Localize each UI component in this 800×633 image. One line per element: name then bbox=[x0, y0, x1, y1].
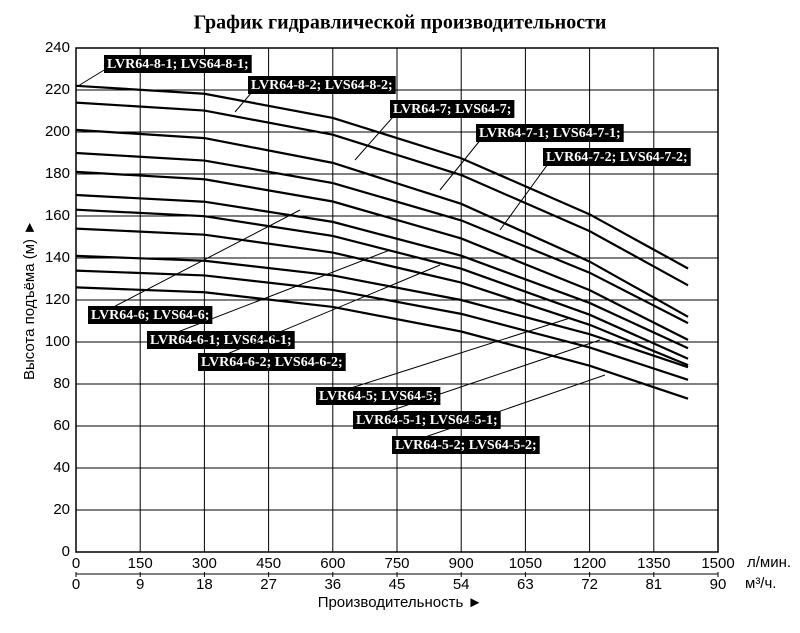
leader-line bbox=[156, 249, 391, 341]
x-unit: л/мин. bbox=[747, 554, 791, 571]
x-tick-label: 1500 bbox=[701, 555, 734, 572]
leader-line bbox=[439, 132, 487, 191]
label-box bbox=[198, 353, 346, 371]
leader-line bbox=[401, 374, 606, 446]
x2-tick-label: 54 bbox=[453, 576, 470, 593]
series-label: LVR64-7; LVS64-7; bbox=[393, 102, 511, 117]
curve bbox=[75, 193, 689, 350]
leader-line bbox=[97, 209, 301, 316]
y-tick-label: 120 bbox=[45, 291, 70, 308]
x2-tick-label: 27 bbox=[260, 576, 277, 593]
y-tick-label: 0 bbox=[62, 543, 70, 560]
x-tick-label: 900 bbox=[449, 555, 474, 572]
label-box bbox=[316, 387, 441, 405]
series-label: LVR64-8-1; LVS64-8-1; bbox=[107, 57, 249, 72]
x-tick-label: 1050 bbox=[509, 555, 542, 572]
x2-tick-label: 9 bbox=[136, 576, 144, 593]
y-tick-label: 60 bbox=[53, 417, 70, 434]
y-tick-label: 180 bbox=[45, 165, 70, 182]
y-tick-label: 80 bbox=[53, 375, 70, 392]
curve bbox=[75, 101, 689, 287]
series-label: LVR64-7-1; LVS64-7-1; bbox=[479, 126, 621, 141]
x2-tick-label: 18 bbox=[196, 576, 213, 593]
leader-line bbox=[499, 156, 554, 231]
label-box bbox=[390, 100, 515, 118]
curve bbox=[75, 151, 689, 325]
chart-title: График гидравлической производительности bbox=[194, 12, 607, 34]
label-box bbox=[88, 306, 213, 324]
x-axis-label: Производительность ► bbox=[318, 594, 483, 611]
x2-unit: м³/ч. bbox=[745, 575, 776, 592]
series-label: LVR64-5; LVS64-5; bbox=[319, 389, 437, 404]
label-box bbox=[147, 331, 295, 349]
x2-tick-label: 45 bbox=[389, 576, 406, 593]
curve bbox=[75, 128, 689, 318]
x2-tick-label: 36 bbox=[324, 576, 341, 593]
curve bbox=[75, 84, 689, 270]
y-tick-label: 140 bbox=[45, 249, 70, 266]
series-label: LVR64-6-1; LVS64-6-1; bbox=[150, 333, 292, 348]
x-tick-label: 450 bbox=[256, 555, 281, 572]
x-tick-label: 600 bbox=[320, 555, 345, 572]
x2-tick-label: 63 bbox=[517, 576, 534, 593]
y-tick-label: 200 bbox=[45, 123, 70, 140]
x2-tick-label: 72 bbox=[581, 576, 598, 593]
y-tick-label: 220 bbox=[45, 81, 70, 98]
x-tick-label: 300 bbox=[192, 555, 217, 572]
label-box bbox=[543, 148, 691, 166]
curve bbox=[75, 269, 689, 381]
series-label: LVR64-8-2; LVS64-8-2; bbox=[251, 78, 393, 93]
label-box bbox=[104, 55, 252, 73]
leader-line bbox=[362, 339, 601, 421]
curve bbox=[75, 208, 689, 360]
curve bbox=[75, 227, 689, 367]
curve bbox=[75, 286, 689, 400]
x-tick-label: 0 bbox=[72, 555, 80, 572]
x-tick-label: 150 bbox=[128, 555, 153, 572]
series-label: LVR64-6-2; LVS64-6-2; bbox=[201, 355, 343, 370]
x2-tick-label: 81 bbox=[645, 576, 662, 593]
y-tick-label: 20 bbox=[53, 501, 70, 518]
x2-tick-label: 90 bbox=[710, 576, 727, 593]
x-tick-label: 1350 bbox=[637, 555, 670, 572]
label-box bbox=[476, 124, 624, 142]
curve bbox=[75, 254, 689, 369]
label-box bbox=[353, 411, 501, 429]
plot-frame bbox=[75, 47, 719, 553]
series-label: LVR64-7-2; LVS64-7-2; bbox=[546, 150, 688, 165]
x2-tick-label: 0 bbox=[72, 576, 80, 593]
label-box bbox=[392, 436, 540, 454]
leader-line bbox=[207, 264, 441, 363]
y-tick-label: 240 bbox=[45, 39, 70, 56]
curve bbox=[75, 170, 689, 341]
series-label: LVR64-5-1; LVS64-5-1; bbox=[356, 413, 498, 428]
y-axis-label: Высота подъёма (м) ► bbox=[21, 220, 38, 380]
series-label: LVR64-5-2; LVS64-5-2; bbox=[395, 438, 537, 453]
x-tick-label: 750 bbox=[384, 555, 409, 572]
label-box bbox=[248, 76, 396, 94]
y-tick-label: 100 bbox=[45, 333, 70, 350]
y-tick-label: 40 bbox=[53, 459, 70, 476]
y-tick-label: 160 bbox=[45, 207, 70, 224]
x-tick-label: 1200 bbox=[573, 555, 606, 572]
series-label: LVR64-6; LVS64-6; bbox=[91, 308, 209, 323]
